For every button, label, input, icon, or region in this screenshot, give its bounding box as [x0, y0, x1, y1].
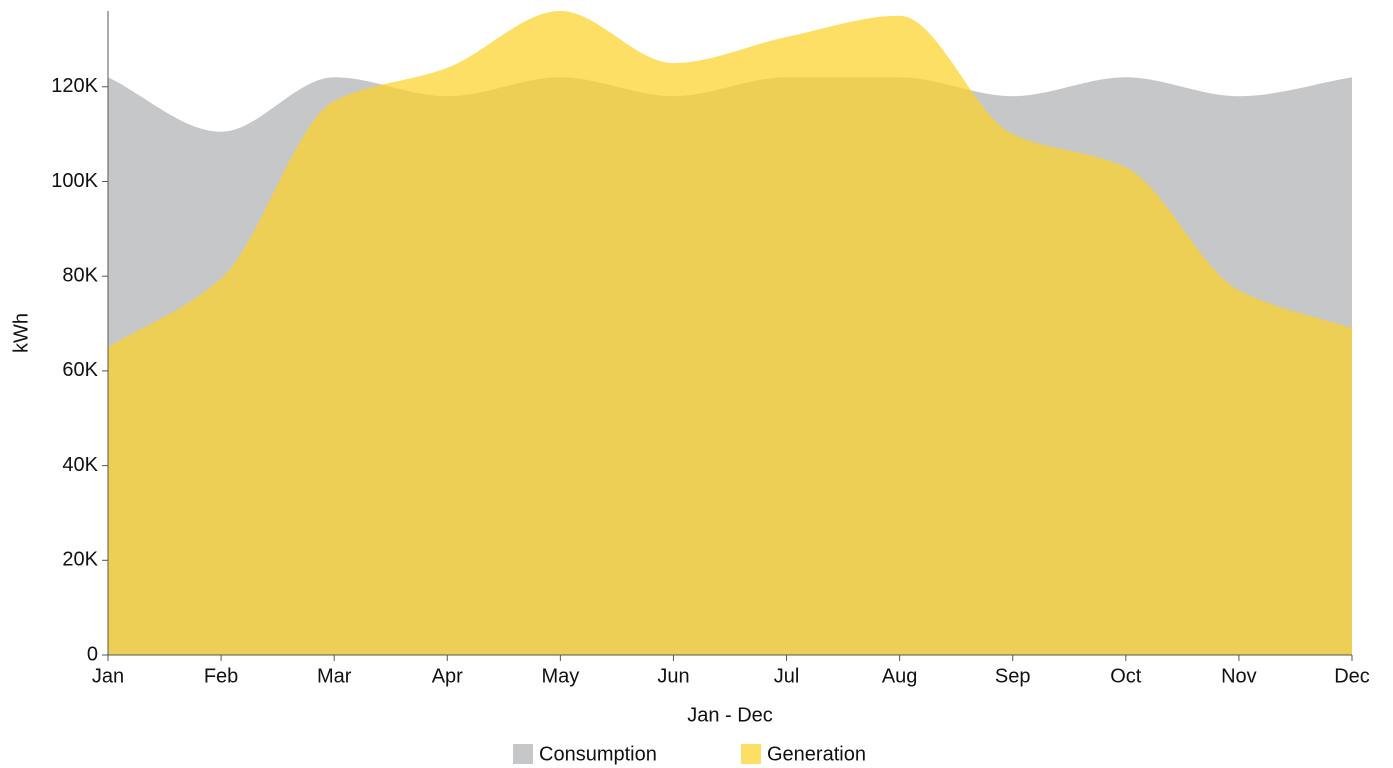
legend-swatch	[741, 744, 761, 764]
y-tick-label: 60K	[62, 359, 98, 381]
x-tick-label: Dec	[1334, 665, 1370, 687]
area	[108, 11, 1352, 655]
x-tick-label: Feb	[204, 665, 238, 687]
x-tick-label: Oct	[1110, 665, 1142, 687]
y-tick-label: 20K	[62, 549, 98, 571]
legend-label: Consumption	[539, 743, 657, 765]
x-axis-title: Jan - Dec	[687, 704, 773, 726]
y-tick-label: 120K	[51, 75, 98, 97]
y-axis-title: kWh	[10, 313, 32, 353]
legend-label: Generation	[767, 743, 866, 765]
legend-swatch	[513, 744, 533, 764]
x-tick-label: Jul	[774, 665, 800, 687]
y-tick-label: 100K	[51, 170, 98, 192]
x-tick-label: Aug	[882, 665, 918, 687]
x-tick-label: Nov	[1221, 665, 1257, 687]
x-tick-label: Jun	[657, 665, 689, 687]
x-tick-label: May	[541, 665, 579, 687]
x-tick-label: Jan	[92, 665, 124, 687]
y-tick-label: 40K	[62, 454, 98, 476]
x-tick-label: Sep	[995, 665, 1031, 687]
y-tick-label: 0	[87, 643, 98, 665]
x-tick-label: Apr	[432, 665, 463, 687]
y-tick-label: 80K	[62, 264, 98, 286]
x-tick-label: Mar	[317, 665, 352, 687]
